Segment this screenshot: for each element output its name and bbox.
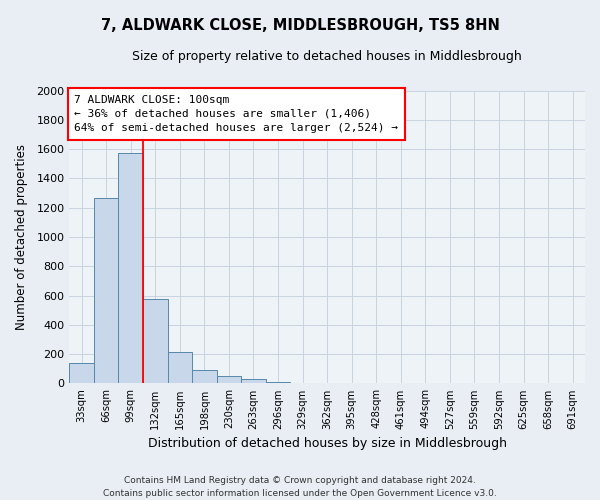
Bar — [94, 198, 118, 384]
Bar — [241, 380, 266, 384]
Bar — [266, 382, 290, 384]
X-axis label: Distribution of detached houses by size in Middlesbrough: Distribution of detached houses by size … — [148, 437, 506, 450]
Bar — [143, 299, 167, 384]
Text: Contains HM Land Registry data © Crown copyright and database right 2024.
Contai: Contains HM Land Registry data © Crown c… — [103, 476, 497, 498]
Text: 7 ALDWARK CLOSE: 100sqm
← 36% of detached houses are smaller (1,406)
64% of semi: 7 ALDWARK CLOSE: 100sqm ← 36% of detache… — [74, 95, 398, 133]
Bar — [192, 370, 217, 384]
Title: Size of property relative to detached houses in Middlesbrough: Size of property relative to detached ho… — [132, 50, 522, 63]
Text: 7, ALDWARK CLOSE, MIDDLESBROUGH, TS5 8HN: 7, ALDWARK CLOSE, MIDDLESBROUGH, TS5 8HN — [101, 18, 499, 32]
Bar — [217, 376, 241, 384]
Bar — [118, 153, 143, 384]
Y-axis label: Number of detached properties: Number of detached properties — [15, 144, 28, 330]
Bar — [70, 363, 94, 384]
Bar — [167, 352, 192, 384]
